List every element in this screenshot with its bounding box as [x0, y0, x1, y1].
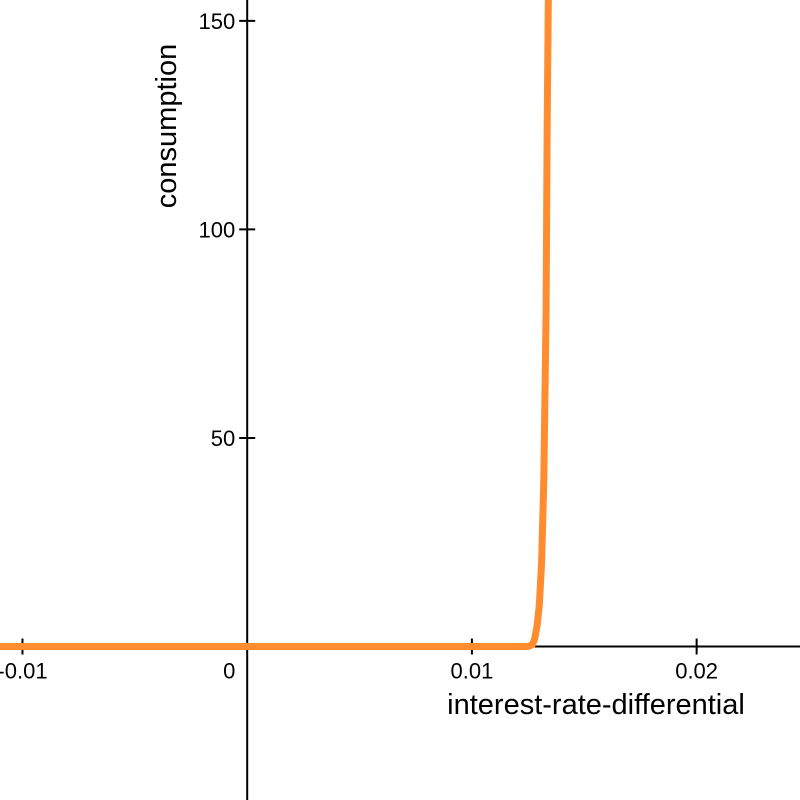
x-tick-label: -0.01	[0, 659, 48, 684]
series-line	[0, 0, 552, 651]
y-tick-label: 50	[211, 426, 235, 451]
series-layer	[0, 0, 552, 651]
y-axis-title: consumption	[151, 44, 183, 208]
ticks: -0.01 0 0.01 0.02 50 100 150	[0, 9, 718, 684]
x-tick-label: 0.01	[450, 659, 493, 684]
y-tick-label: 100	[198, 217, 235, 242]
x-tick-label: 0	[223, 659, 235, 684]
x-tick-label: 0.02	[675, 659, 718, 684]
x-axis-title: interest-rate-differential	[447, 689, 745, 721]
y-tick-label: 150	[198, 9, 235, 34]
